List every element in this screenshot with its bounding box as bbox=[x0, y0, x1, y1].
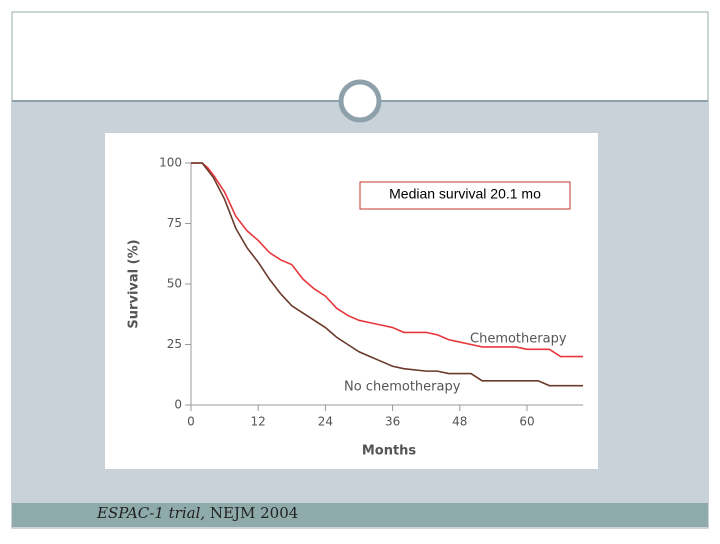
caption-journal: NEJM 2004 bbox=[210, 504, 298, 522]
annotation-box bbox=[359, 181, 571, 210]
divider-circle bbox=[338, 79, 382, 123]
series-label: No chemotherapy bbox=[344, 380, 461, 395]
y-tick-label: 75 bbox=[167, 216, 182, 230]
y-tick-label: 25 bbox=[167, 337, 182, 351]
y-tick-label: 0 bbox=[174, 398, 182, 412]
annotation: Median survival 20.1 mo bbox=[389, 186, 541, 202]
x-tick-label: 24 bbox=[318, 415, 333, 429]
x-tick-label: 36 bbox=[385, 415, 400, 429]
survival-line bbox=[191, 162, 583, 358]
footer-bar bbox=[12, 503, 708, 527]
x-axis-label: Months bbox=[362, 444, 417, 459]
y-tick-label: 100 bbox=[159, 156, 182, 170]
caption: ESPAC-1 trial, NEJM 2004 bbox=[96, 504, 298, 522]
x-tick-label: 48 bbox=[452, 415, 467, 429]
y-axis-label: Survival (%) bbox=[127, 239, 142, 328]
x-tick-label: 12 bbox=[251, 415, 266, 429]
series-label: Chemotherapy bbox=[470, 332, 567, 347]
x-tick-label: 60 bbox=[519, 415, 534, 429]
survival-line bbox=[191, 162, 583, 387]
y-tick-label: 50 bbox=[167, 277, 182, 291]
caption-source: ESPAC-1 trial, bbox=[96, 504, 205, 522]
x-tick-label: 0 bbox=[187, 415, 195, 429]
